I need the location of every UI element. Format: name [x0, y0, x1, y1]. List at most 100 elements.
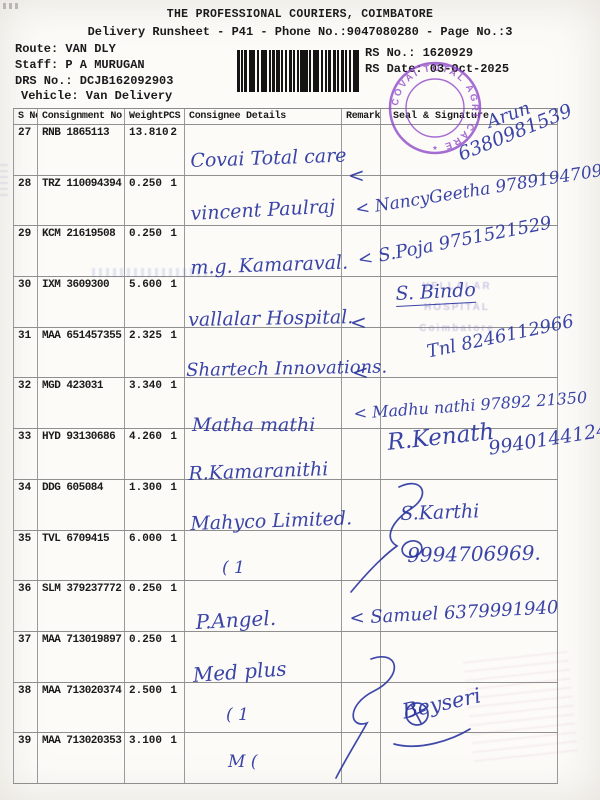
cell-weight: 2.500	[129, 684, 163, 697]
cell-consignment: MAA 713020374	[38, 682, 125, 733]
cell-consignee	[185, 479, 342, 530]
faint-stamp-line: VELLALAR	[422, 281, 492, 292]
cell-consignment: HYD 93130686	[38, 429, 125, 479]
cell-pcs: 1	[170, 380, 177, 393]
faint-stamp-line: Coimbatore	[419, 323, 495, 334]
signature-30: S. Bindo	[395, 278, 477, 307]
handwritten-consignee-32: Matha mathi	[192, 414, 316, 436]
cell-consignment: DDG 605084	[38, 479, 125, 530]
cell-sno: 27	[13, 125, 38, 175]
cell-consignment: MGD 423031	[38, 378, 125, 429]
cell-consignment: TVL 6709415	[38, 530, 125, 581]
runsheet-info-right: RS No.: 1620929 RS Date: 03-Oct-2025	[365, 46, 509, 78]
cell-consignee	[185, 530, 342, 581]
cell-seal	[381, 378, 558, 429]
cell-weight-pcs: 0.250 1	[125, 581, 185, 631]
runsheet-table: S No Consignment No Weight PCS Consignee…	[13, 108, 558, 784]
handwritten-consignee-36: P.Angel.	[195, 605, 277, 634]
vehicle-line: Vehicle: Van Delivery	[21, 89, 173, 104]
round-company-seal: COVAI TOTAL AGRI CARE ★	[388, 61, 482, 155]
cell-consignment: MAA 651457355	[38, 327, 125, 378]
table-row: 30 IXM 3609300 5.600 1	[13, 277, 558, 328]
cell-weight-pcs: 6.000 1	[125, 530, 185, 581]
cell-consignment: MAA 713019897	[38, 631, 125, 682]
staff-line: Staff: P A MURUGAN	[15, 57, 145, 72]
cell-remarks	[342, 175, 381, 226]
cell-seal	[381, 175, 558, 226]
rs-no-line: RS No.: 1620929	[365, 46, 474, 60]
table-row: 28 TRZ 110094394 0.250 1	[13, 175, 558, 227]
table-row: 32 MGD 423031 3.340 1	[13, 378, 558, 430]
cell-consignee	[185, 429, 342, 479]
table-header-row: S No Consignment No Weight PCS Consignee…	[13, 109, 558, 125]
cell-pcs: 1	[170, 481, 177, 494]
table-row: 29 KCM 21619508 0.250 1	[13, 226, 558, 278]
col-header-weight: Weight	[129, 111, 164, 122]
cell-remarks	[342, 429, 381, 479]
cell-remarks	[342, 378, 381, 429]
cell-pcs: 1	[170, 735, 177, 748]
runsheet-subtitle: Delivery Runsheet - P41 - Phone No.:9047…	[87, 25, 513, 39]
cell-sno: 35	[13, 530, 38, 581]
cell-consignment: TRZ 110094394	[38, 175, 125, 226]
cell-seal	[381, 479, 558, 530]
cell-seal	[381, 581, 558, 631]
cell-remarks	[342, 327, 381, 378]
cell-weight-pcs: 3.340 1	[125, 378, 185, 429]
col-header-seal: Seal & Signature	[381, 109, 558, 124]
cell-remarks	[342, 125, 381, 175]
cell-sno: 39	[13, 733, 38, 783]
cell-seal	[381, 226, 558, 277]
barcode-icon	[237, 50, 359, 92]
cell-pcs: 1	[170, 228, 177, 241]
cell-weight-pcs: 2.325 1	[125, 327, 185, 378]
cell-pcs: 1	[170, 177, 177, 190]
seal-inner-ring	[405, 78, 465, 138]
table-row: 33 HYD 93130686 4.260 1	[13, 429, 558, 480]
cell-pcs: 1	[170, 532, 177, 545]
cell-remarks	[342, 631, 381, 682]
cell-consignee	[185, 327, 342, 378]
col-header-consignee: Consignee Details	[185, 109, 342, 124]
cell-consignee	[185, 682, 342, 733]
col-header-weight-pcs: Weight PCS	[125, 109, 185, 124]
cell-weight: 0.250	[129, 583, 163, 596]
cell-sno: 33	[13, 429, 38, 479]
cell-sno: 32	[13, 378, 38, 429]
cell-weight: 0.250	[129, 228, 163, 241]
cell-consignee	[185, 226, 342, 277]
faint-stamp-line: HOSPITAL	[424, 302, 490, 313]
cell-consignment: SLM 379237772	[38, 581, 125, 631]
cell-weight: 1.300	[129, 481, 163, 494]
cell-weight: 3.100	[129, 735, 163, 748]
route-line: Route: VAN DLY	[15, 42, 116, 56]
cell-consignment: RNB 1865113	[38, 125, 125, 175]
cell-weight-pcs: 0.250 1	[125, 631, 185, 682]
handwritten-ditto-35: ( 1	[222, 558, 245, 578]
col-header-pcs: PCS	[163, 111, 181, 122]
cell-seal	[381, 530, 558, 581]
scan-artifact-corner	[3, 3, 19, 9]
table-row: 27 RNB 1865113 13.810 2	[13, 125, 558, 176]
cell-weight-pcs: 1.300 1	[125, 479, 185, 530]
cell-seal	[381, 327, 558, 378]
cell-seal	[381, 682, 558, 733]
runsheet-info-left: Route: VAN DLY Staff: P A MURUGAN DRS No…	[15, 42, 173, 105]
cell-seal	[381, 125, 558, 175]
handwritten-ditto-38: ( 1	[226, 705, 249, 725]
cell-pcs: 1	[170, 583, 177, 596]
cell-weight-pcs: 2.500 1	[125, 682, 185, 733]
cell-remarks	[342, 733, 381, 783]
cell-sno: 31	[13, 327, 38, 378]
cell-consignee	[185, 125, 342, 175]
company-title: THE PROFESSIONAL COURIERS, COIMBATORE	[166, 8, 434, 21]
table-row: 31 MAA 651457355 2.325 1	[13, 327, 558, 379]
cell-weight: 13.810	[129, 127, 169, 139]
cell-pcs: 1	[170, 431, 177, 444]
cell-weight: 6.000	[129, 532, 163, 545]
cell-remarks	[342, 277, 381, 327]
cell-consignee	[185, 175, 342, 226]
handwritten-ditto-39: M (	[228, 752, 258, 772]
drs-no-line: DRS No.: DCJB162092903	[15, 73, 174, 88]
